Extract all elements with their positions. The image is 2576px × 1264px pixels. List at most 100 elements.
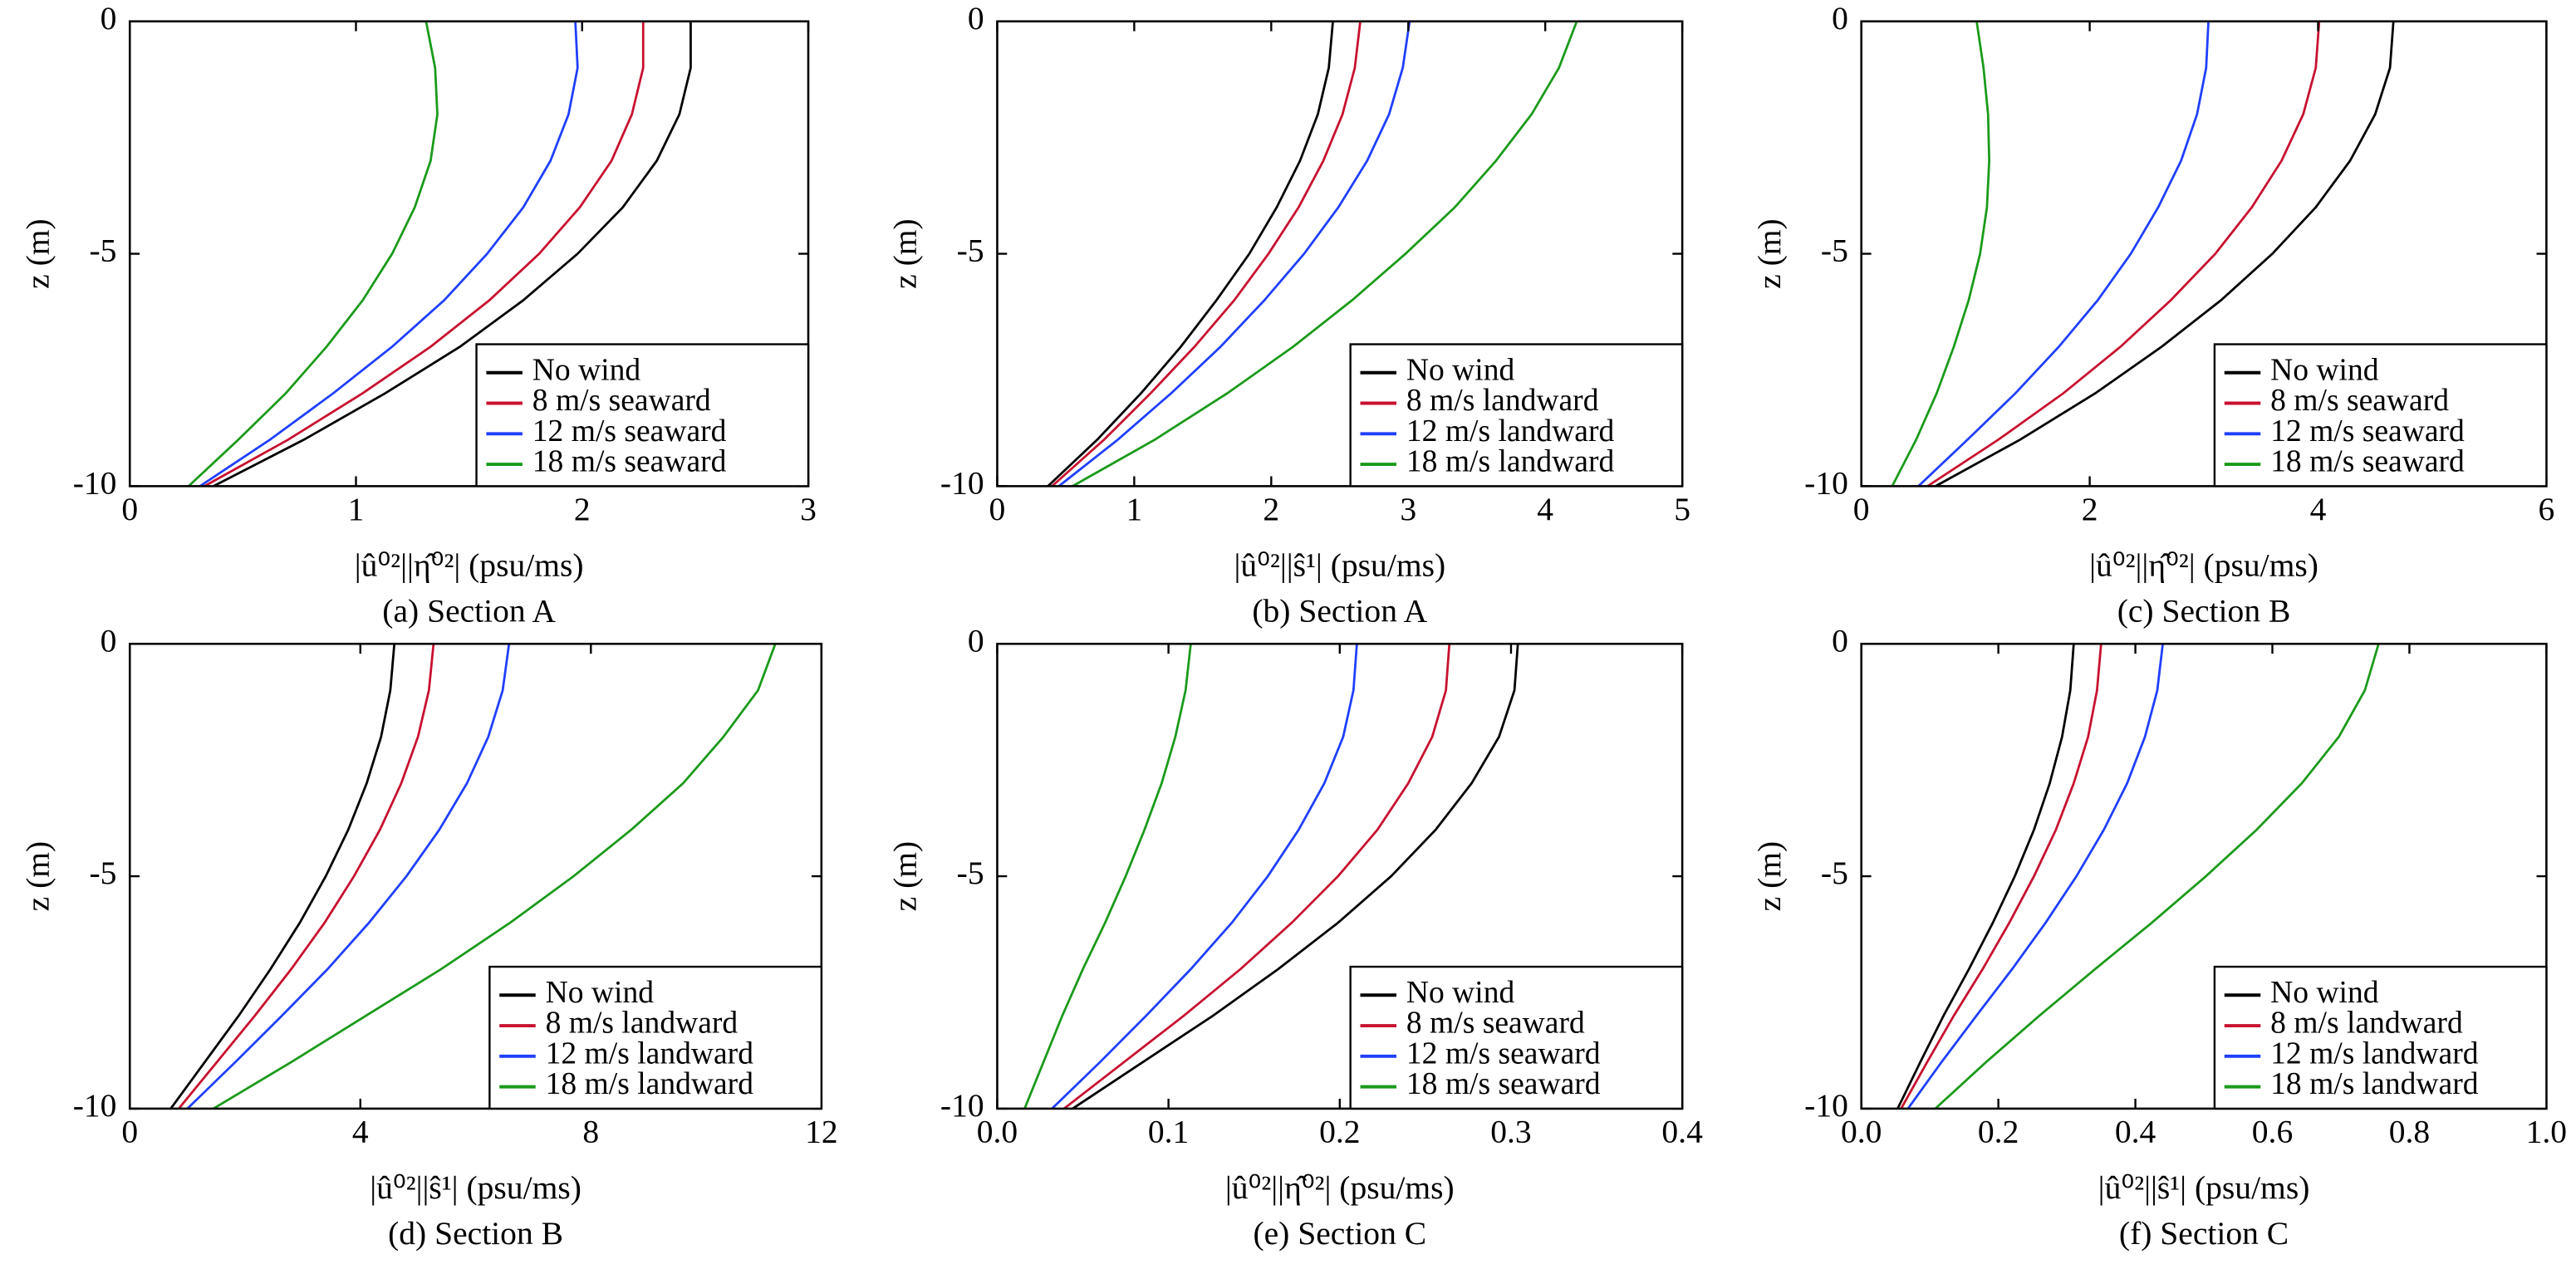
- series-line: [213, 643, 777, 1110]
- x-tick-label: 1: [1126, 491, 1143, 527]
- x-tick-label: 8: [582, 1114, 599, 1150]
- y-tick-label: -5: [1821, 855, 1848, 891]
- legend-box: [1349, 343, 1684, 487]
- y-tick-label: -5: [1821, 233, 1848, 269]
- legend-box: [1349, 965, 1684, 1110]
- legend-label: 18 m/s landward: [1406, 445, 1615, 479]
- series-line: [1917, 21, 2210, 487]
- x-tick-label: 3: [800, 491, 817, 527]
- x-tick-label: 0.2: [1319, 1114, 1360, 1150]
- y-tick-label: -5: [957, 233, 984, 269]
- series-line: [1072, 21, 1578, 487]
- y-axis-label: z (m): [887, 218, 924, 289]
- series-line: [1063, 644, 1451, 1110]
- series-line: [1896, 644, 2075, 1110]
- x-tick-label: 1: [348, 491, 365, 527]
- x-axis-label: |û⁰²||η̂⁰²| (psu/ms): [1225, 1169, 1455, 1206]
- x-tick-label: 0.0: [1841, 1114, 1882, 1150]
- y-tick-label: -10: [73, 464, 117, 501]
- caption: (f) Section C: [2119, 1215, 2289, 1252]
- x-axis-label: |û⁰²||ŝ¹| (psu/ms): [370, 1169, 581, 1206]
- legend-label: 12 m/s landward: [1406, 414, 1615, 448]
- x-tick-label: 0.4: [1661, 1114, 1703, 1150]
- legend-box: [475, 343, 810, 487]
- series-line: [199, 21, 579, 487]
- caption: (b) Section A: [1252, 593, 1427, 630]
- x-tick-label: 0: [989, 491, 1006, 527]
- legend-label: 12 m/s landward: [546, 1036, 754, 1070]
- y-axis-label: z (m): [1751, 841, 1788, 912]
- legend-label: 12 m/s seaward: [1406, 1036, 1601, 1070]
- x-tick-label: 4: [2310, 491, 2327, 527]
- x-tick-label: 2: [2082, 491, 2098, 527]
- legend-label: 8 m/s landward: [546, 1007, 738, 1041]
- legend-label: 8 m/s seaward: [1406, 1007, 1585, 1041]
- x-tick-label: 2: [1263, 491, 1279, 527]
- y-tick-label: -10: [940, 1087, 984, 1124]
- y-tick-label: 0: [1832, 622, 1848, 659]
- legend-label: 18 m/s seaward: [1406, 1067, 1601, 1101]
- caption: (a) Section A: [382, 593, 556, 630]
- y-tick-label: 0: [968, 622, 984, 659]
- y-axis-label: z (m): [20, 841, 56, 912]
- caption: (c) Section B: [2117, 593, 2291, 630]
- series-line: [1926, 21, 2321, 487]
- x-axis-label: |û⁰²||ŝ¹| (psu/ms): [2098, 1169, 2310, 1206]
- y-axis-label: z (m): [20, 218, 56, 289]
- x-tick-label: 5: [1674, 491, 1690, 527]
- legend-label: No wind: [532, 353, 641, 387]
- x-axis-label: |û⁰²||η̂⁰²| (psu/ms): [2089, 546, 2318, 583]
- x-tick-label: 0: [1853, 491, 1870, 527]
- x-tick-label: 0: [121, 491, 138, 527]
- y-tick-label: -10: [940, 464, 984, 501]
- series-line: [1935, 21, 2395, 487]
- legend-box: [488, 965, 823, 1110]
- x-tick-label: 0.6: [2252, 1114, 2293, 1150]
- legend-label: 18 m/s seaward: [532, 445, 727, 479]
- y-tick-label: 0: [1832, 0, 1848, 37]
- y-tick-label: -5: [957, 855, 984, 891]
- y-tick-label: 0: [968, 0, 984, 37]
- legend-label: 12 m/s landward: [2270, 1036, 2479, 1070]
- x-axis-label: |û⁰²||η̂⁰²| (psu/ms): [355, 546, 584, 583]
- series-line: [204, 21, 645, 487]
- legend-label: No wind: [2270, 976, 2379, 1010]
- series-line: [1051, 644, 1358, 1110]
- legend-box: [2213, 965, 2548, 1110]
- series-line: [1906, 644, 2164, 1110]
- x-axis-label: |û⁰²||ŝ¹| (psu/ms): [1234, 546, 1445, 583]
- x-tick-label: 4: [1537, 491, 1553, 527]
- x-tick-label: 0.3: [1490, 1114, 1531, 1150]
- y-tick-label: 0: [101, 622, 117, 659]
- series-line: [1900, 644, 2103, 1110]
- x-tick-label: 6: [2538, 491, 2554, 527]
- caption: (d) Section B: [388, 1215, 563, 1252]
- y-tick-label: -5: [89, 233, 116, 269]
- legend-label: No wind: [546, 976, 655, 1010]
- series-line: [1051, 21, 1362, 487]
- series-line: [1891, 21, 1991, 487]
- series-line: [188, 21, 439, 487]
- legend-box: [2213, 343, 2548, 487]
- y-tick-label: -5: [89, 855, 116, 891]
- x-tick-label: 0.4: [2115, 1114, 2156, 1150]
- series-line: [1934, 643, 2380, 1110]
- y-axis-label: z (m): [887, 841, 924, 912]
- x-tick-label: 0.8: [2389, 1114, 2430, 1150]
- x-tick-label: 0.2: [1978, 1114, 2019, 1150]
- legend-label: 8 m/s landward: [2270, 1007, 2463, 1041]
- x-tick-label: 0.1: [1148, 1114, 1189, 1150]
- legend-label: 8 m/s seaward: [2270, 384, 2449, 418]
- legend-label: 8 m/s landward: [1406, 384, 1599, 418]
- legend-label: 18 m/s landward: [2270, 1067, 2479, 1101]
- legend-label: 18 m/s landward: [546, 1067, 754, 1101]
- x-tick-label: 12: [805, 1114, 838, 1150]
- legend-label: No wind: [2270, 353, 2379, 387]
- y-axis-label: z (m): [1751, 218, 1788, 289]
- series-line: [1072, 644, 1519, 1110]
- legend-label: No wind: [1406, 976, 1515, 1010]
- legend-label: 12 m/s seaward: [2270, 414, 2465, 448]
- y-tick-label: 0: [101, 0, 117, 37]
- series-line: [186, 644, 511, 1110]
